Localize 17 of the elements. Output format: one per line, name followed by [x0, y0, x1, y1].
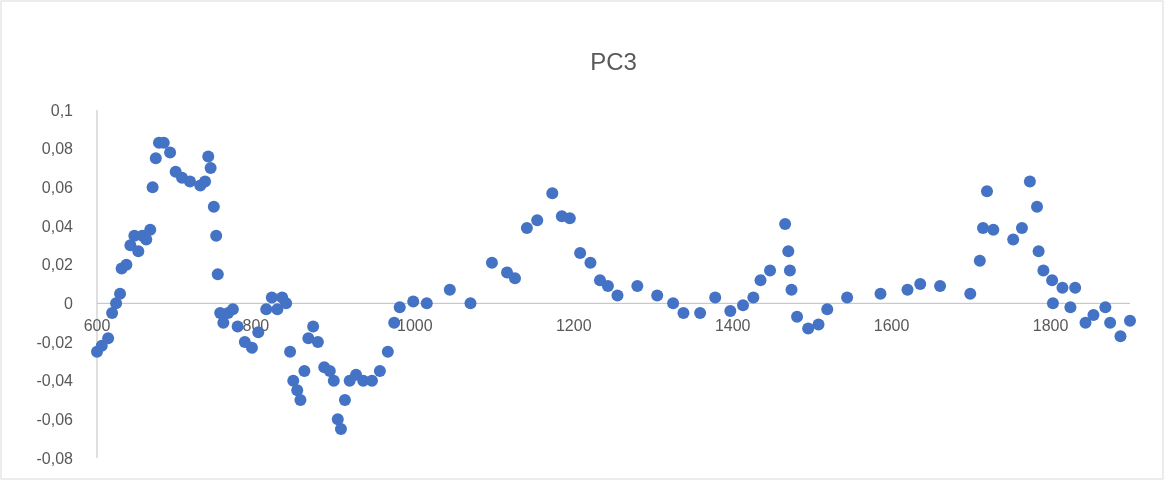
y-tick-label: -0,04 — [36, 372, 74, 390]
y-tick-label: 0 — [64, 294, 74, 312]
y-tick-label: 0,08 — [41, 140, 74, 158]
chart-title: PC3 — [590, 48, 637, 75]
y-tick-label: 0,06 — [41, 178, 74, 196]
x-tick-label: 1800 — [1032, 316, 1069, 334]
x-tick-label: 1000 — [397, 316, 433, 334]
x-tick-label: 1400 — [714, 316, 751, 334]
x-tick-label: 1600 — [873, 316, 910, 334]
y-tick-label: 0,1 — [50, 101, 74, 119]
y-tick-label: 0,04 — [41, 217, 74, 235]
y-tick-label: -0,06 — [36, 410, 74, 428]
y-tick-label: -0,02 — [36, 333, 74, 351]
y-tick-label: 0,02 — [41, 256, 74, 274]
y-tick-label: -0,08 — [36, 449, 74, 467]
x-tick-label: 600 — [83, 316, 111, 334]
x-tick-label: 1200 — [555, 316, 592, 334]
